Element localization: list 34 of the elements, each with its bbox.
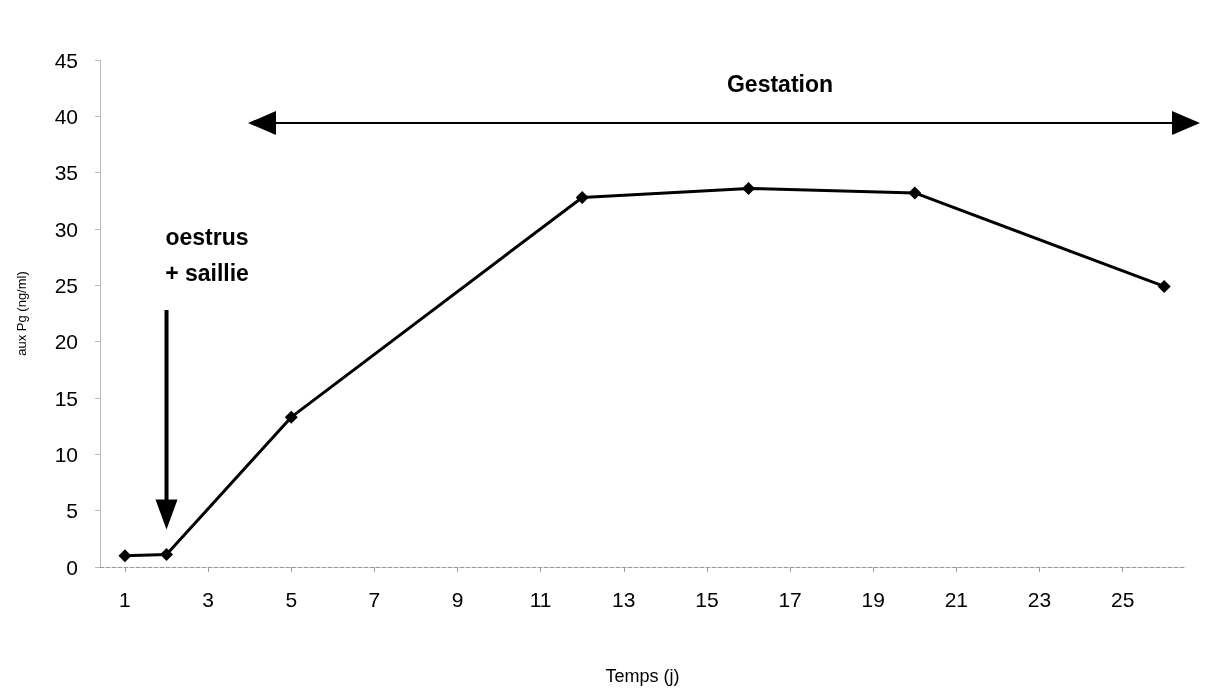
y-tick-label: 10 bbox=[54, 442, 78, 466]
y-tick-label: 5 bbox=[66, 499, 78, 523]
y-tick-label: 30 bbox=[54, 217, 78, 241]
x-tick-label: 13 bbox=[612, 588, 636, 611]
y-tick-label: 25 bbox=[54, 273, 78, 297]
x-tick-label: 17 bbox=[778, 588, 802, 611]
x-tick-label: 19 bbox=[861, 588, 885, 611]
x-tick-label: 23 bbox=[1027, 588, 1052, 611]
x-tick-label: 3 bbox=[202, 588, 214, 611]
x-tick-label: 25 bbox=[1110, 588, 1135, 611]
annotation: oestrus + saillie bbox=[165, 224, 249, 286]
y-tick-label: 40 bbox=[54, 104, 78, 128]
point bbox=[908, 186, 922, 200]
annotation: Gestation bbox=[726, 71, 834, 97]
x-tick-label: 7 bbox=[368, 588, 381, 611]
point bbox=[742, 181, 756, 195]
point bbox=[575, 190, 589, 204]
point bbox=[118, 549, 132, 563]
point bbox=[160, 548, 174, 562]
y-tick-label: 20 bbox=[54, 330, 78, 354]
x-axis-title: Temps (j) bbox=[605, 666, 680, 686]
y-tick-label: 0 bbox=[66, 555, 78, 579]
y-axis-title: aux Pg (ng/ml) bbox=[14, 271, 29, 356]
point bbox=[284, 410, 298, 424]
y-tick-label: 35 bbox=[54, 161, 78, 185]
x-tick-label: 21 bbox=[944, 588, 969, 611]
x-tick-label: 1 bbox=[119, 588, 131, 611]
x-tick-label: 9 bbox=[451, 588, 464, 611]
x-tick-label: 11 bbox=[529, 588, 552, 611]
y-tick-label: 45 bbox=[54, 48, 78, 72]
x-tick-label: 15 bbox=[695, 588, 719, 611]
point bbox=[1157, 279, 1171, 293]
x-tick-label: 5 bbox=[285, 588, 298, 611]
y-tick-label: 15 bbox=[54, 386, 78, 410]
